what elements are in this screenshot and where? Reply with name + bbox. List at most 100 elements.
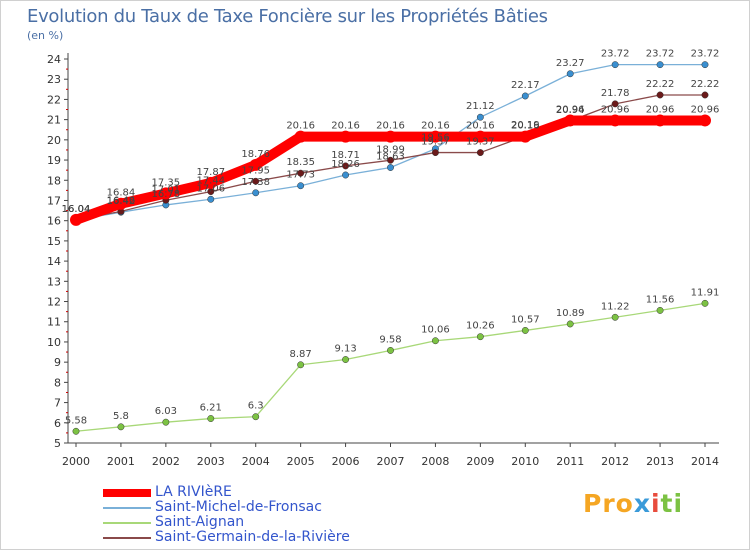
data-point [611,313,619,321]
data-label: 18.71 [331,150,360,161]
y-tick-label: 14 [47,255,61,268]
data-point [114,197,127,210]
data-label: 17.06 [196,183,225,194]
y-tick-label: 21 [47,114,61,127]
data-point [431,337,439,345]
legend-swatch [103,522,151,524]
data-point [521,92,529,100]
data-label: 8.87 [290,349,312,360]
data-point [701,61,709,69]
data-point [564,114,577,127]
data-label: 23.72 [601,49,630,60]
x-tick-label: 2004 [242,455,270,468]
x-tick-label: 2003 [197,455,225,468]
data-label: 20.16 [331,121,360,132]
data-point [566,320,574,328]
data-point [297,169,305,177]
y-tick-label: 10 [47,336,61,349]
data-label: 20.96 [601,104,630,115]
legend-label: LA RIVIèRE [155,484,232,500]
y-tick-label: 6 [54,417,61,430]
data-label: 20.16 [466,121,495,132]
data-label: 17.95 [241,165,270,176]
legend-swatch [103,537,151,539]
data-label: 16.04 [62,204,91,215]
data-label: 6.3 [248,401,264,412]
data-point [387,156,394,164]
data-point [701,91,709,99]
data-label: 22.22 [691,79,720,90]
x-tick-label: 2006 [332,455,360,468]
data-point [476,113,484,121]
data-point [384,130,397,143]
data-label: 18.35 [286,157,315,168]
x-tick-label: 2005 [287,455,315,468]
y-tick-label: 22 [47,93,61,106]
legend-label: Saint-Aignan [155,514,245,530]
data-point [297,361,305,369]
data-label: 21.78 [601,88,630,99]
y-tick-label: 24 [47,53,61,66]
data-label: 9.58 [379,334,401,345]
data-label: 5.8 [113,411,129,422]
data-label: 20.94 [556,105,585,116]
data-label: 11.56 [646,294,675,305]
data-label: 22.17 [511,80,540,91]
y-tick-label: 13 [47,275,61,288]
data-label: 22.22 [646,79,675,90]
data-point [611,100,619,108]
data-point [656,91,664,99]
data-label: 10.26 [466,321,495,332]
x-tick-label: 2012 [601,455,629,468]
data-point [387,164,394,171]
data-label: 20.16 [421,121,450,132]
data-point [252,413,260,421]
data-label: 21.12 [466,101,495,112]
x-tick-label: 2013 [646,455,674,468]
data-label: 6.03 [155,406,177,417]
data-label: 20.96 [646,104,675,115]
data-label: 20.16 [286,121,315,132]
data-point [72,427,80,435]
y-tick-label: 7 [54,397,61,410]
data-point [519,130,532,143]
y-tick-label: 23 [47,73,61,86]
x-tick-label: 2002 [152,455,180,468]
data-point [342,356,350,363]
data-label: 9.13 [334,344,356,355]
data-point [431,149,439,157]
data-label: 20.96 [691,104,720,115]
data-point [297,182,305,190]
x-tick-label: 2008 [421,455,449,468]
logo-part-1: Pro [583,489,634,518]
data-point [654,114,667,127]
proxiti-logo: Proxiti [583,489,683,518]
legend-swatch [103,507,151,509]
legend-swatch [103,489,151,497]
data-label: 23.27 [556,58,585,69]
x-tick-label: 2001 [107,455,135,468]
data-label: 23.72 [646,49,675,60]
data-label: 19.37 [466,137,495,148]
data-point [656,306,664,314]
data-label: 19.37 [421,137,450,148]
y-tick-label: 19 [47,154,61,167]
data-label: 16.84 [107,188,136,199]
data-label: 20.19 [511,120,540,131]
unit-label: (en %) [27,29,64,42]
data-label: 20.96 [556,104,585,115]
data-label: 16.04 [62,204,91,215]
data-point [252,177,260,185]
data-point [476,149,484,157]
logo-part-2: x [633,489,651,518]
data-label: 5.58 [65,415,87,426]
data-point [699,114,711,127]
data-label: 18.76 [241,149,270,160]
data-label: 18.99 [376,144,405,155]
data-label: 17.35 [152,177,181,188]
x-tick-label: 2010 [511,455,539,468]
y-tick-label: 18 [47,174,61,187]
y-tick-label: 12 [47,296,61,309]
data-point [249,158,262,171]
